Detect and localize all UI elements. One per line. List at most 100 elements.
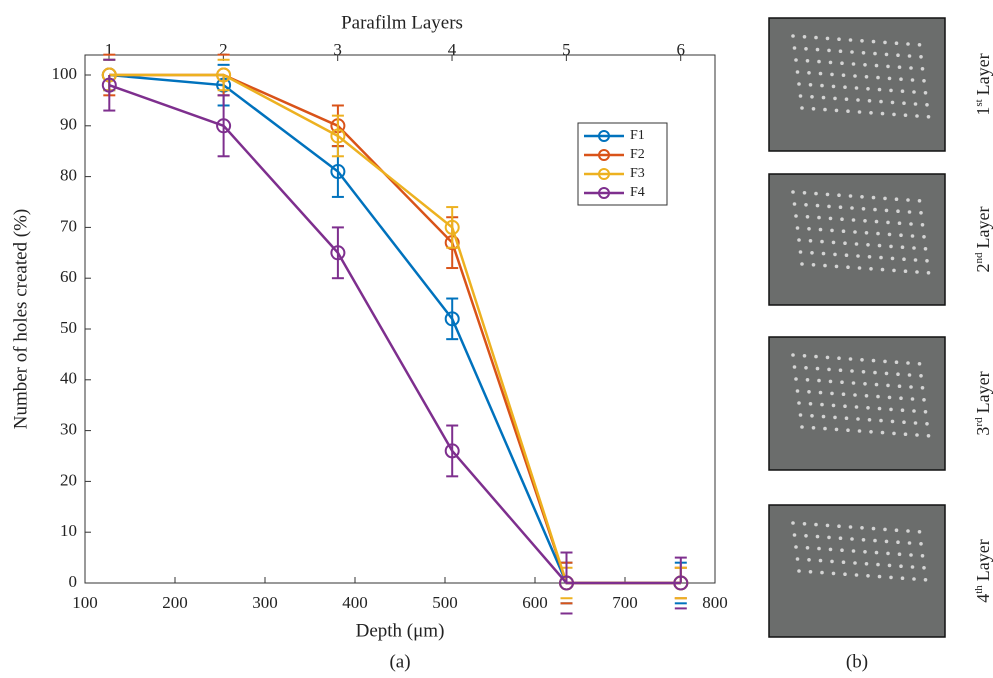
y-tick-label: 0 — [69, 572, 78, 591]
hole-dot — [919, 374, 923, 378]
hole-dot — [874, 550, 879, 555]
hole-dot — [894, 360, 899, 365]
layer-number: 2 — [973, 263, 993, 272]
hole-dot — [821, 251, 826, 256]
hole-dot — [841, 392, 846, 397]
hole-dot — [863, 550, 867, 554]
hole-dot — [906, 42, 910, 46]
hole-dot — [831, 403, 836, 408]
hole-dot — [807, 390, 811, 394]
hole-dot — [797, 401, 801, 405]
y-tick-label: 50 — [60, 318, 77, 337]
hole-dot — [917, 362, 922, 366]
hole-dot — [860, 39, 864, 43]
hole-dot — [814, 191, 818, 196]
layer-image — [768, 336, 946, 471]
hole-dot — [879, 418, 883, 423]
hole-dot — [848, 194, 853, 198]
hole-dot — [886, 220, 890, 225]
layer-number: 4 — [973, 594, 993, 603]
hole-dot — [853, 561, 857, 565]
hole-dot — [840, 61, 844, 65]
hole-dot — [903, 113, 908, 117]
hole-dot — [854, 405, 859, 409]
hole-dot — [797, 238, 801, 242]
hole-dot — [841, 560, 846, 564]
hole-dot — [900, 89, 905, 93]
error-bar — [674, 556, 687, 610]
hole-dot — [794, 214, 798, 218]
hole-dot — [853, 74, 857, 78]
hole-dot — [906, 361, 910, 365]
hole-dot — [912, 409, 916, 413]
hole-dot — [818, 390, 823, 395]
hole-dot — [880, 430, 885, 435]
x2-tick-label: 5 — [562, 40, 571, 59]
layer-suffix: st — [973, 99, 985, 106]
hole-dot — [897, 221, 902, 225]
hole-dot — [863, 63, 867, 67]
hole-dot — [897, 552, 902, 556]
hole-dot — [827, 367, 831, 372]
hole-dot — [817, 59, 821, 64]
legend-marker — [598, 149, 610, 161]
hole-dot — [837, 356, 841, 361]
hole-dot — [792, 533, 797, 537]
hole-dot — [791, 190, 795, 194]
hole-dot — [876, 231, 880, 236]
hole-dot — [915, 433, 919, 437]
hole-dot — [917, 199, 922, 203]
marker — [444, 443, 460, 459]
hole-dot — [804, 366, 808, 370]
hole-dot — [880, 267, 885, 272]
hole-dot — [871, 39, 876, 44]
hole-dot — [798, 250, 803, 254]
hole-dot — [860, 358, 864, 362]
hole-dot — [920, 554, 925, 558]
hole-dot — [825, 523, 830, 528]
error-bar — [331, 226, 344, 280]
hole-dot — [889, 88, 893, 93]
hole-dot — [910, 78, 915, 82]
layer-image — [768, 173, 946, 306]
hole-dot — [810, 95, 814, 99]
hole-dot — [808, 83, 813, 87]
y-tick-label: 10 — [60, 521, 77, 540]
hole-dot — [886, 383, 890, 388]
hole-dot — [907, 54, 912, 58]
hole-dot — [877, 87, 882, 92]
layer-image — [768, 17, 946, 152]
hole-dot — [890, 419, 895, 424]
hole-dot — [879, 255, 883, 260]
legend-label: F2 — [630, 147, 645, 162]
hole-dot — [805, 546, 810, 550]
hole-dot — [864, 562, 869, 566]
y-tick-label: 90 — [60, 115, 77, 134]
hole-dot — [923, 578, 928, 582]
hole-dot — [831, 240, 836, 245]
hole-dot — [919, 542, 923, 546]
x-axis-label: Depth (μm) — [356, 620, 445, 641]
hole-dot — [827, 48, 831, 53]
hole-dot — [909, 385, 913, 389]
hole-dot — [844, 416, 849, 421]
layer-label: 4th Layer — [973, 539, 993, 603]
hole-dot — [833, 96, 837, 101]
hole-dot — [915, 270, 919, 274]
hole-dot — [804, 534, 808, 538]
layer-label: 2nd Layer — [973, 207, 993, 273]
hole-dot — [890, 256, 895, 261]
hole-dot — [902, 420, 906, 425]
hole-dot — [886, 551, 890, 556]
hole-dot — [896, 372, 900, 377]
hole-dot — [869, 267, 873, 271]
hole-dot — [860, 195, 864, 199]
hole-dot — [877, 574, 882, 579]
hole-dot — [902, 257, 906, 262]
hole-dot — [814, 522, 818, 527]
hole-dot — [811, 426, 816, 430]
hole-dot — [906, 198, 910, 202]
hole-dot — [889, 244, 893, 249]
hole-dot — [851, 381, 856, 385]
